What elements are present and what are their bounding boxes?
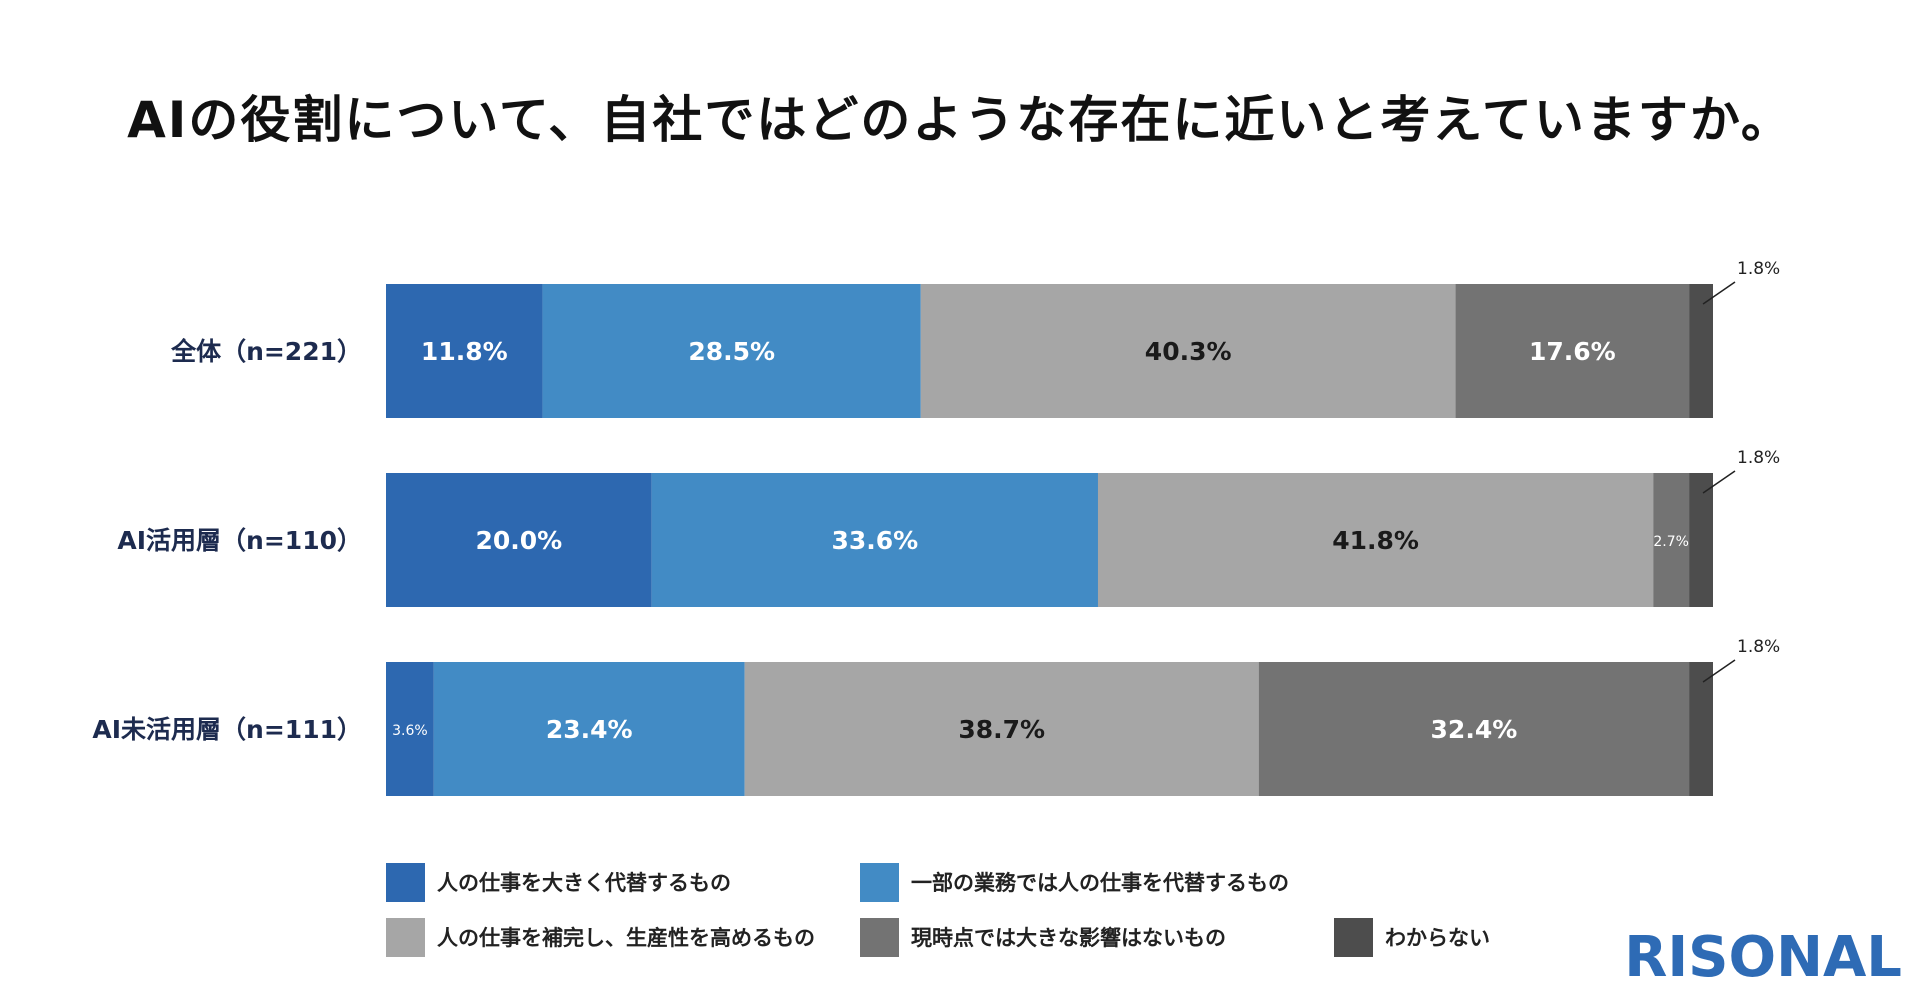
bar-segment <box>1455 284 1690 418</box>
risonal-logo: RISONAL <box>1624 925 1902 990</box>
data-label: 1.8% <box>1737 637 1780 657</box>
bar-segment <box>1653 473 1690 607</box>
bar-segment <box>744 662 1259 796</box>
bar-segment <box>1689 662 1713 796</box>
bar-segment <box>1689 284 1713 418</box>
legend-swatch <box>386 917 425 957</box>
bar-segment <box>920 284 1456 418</box>
legend-swatch <box>386 862 425 902</box>
legend-item: 一部の業務では人の仕事を代替するもの <box>860 862 1289 902</box>
chart-title: AIの役割について、自社ではどのような存在に近いと考えていますか。 <box>127 91 1793 149</box>
data-label: 3.6% <box>392 723 428 739</box>
data-label: 11.8% <box>421 337 508 366</box>
bar-segment <box>542 284 921 418</box>
callout-line <box>1702 470 1736 494</box>
chart-legend: 人の仕事を大きく代替するもの 一部の業務では人の仕事を代替するもの人の仕事を補完し… <box>386 862 1636 982</box>
legend-item: 人の仕事を大きく代替するもの <box>386 862 731 902</box>
legend-label: 人の仕事を補完し、生産性を高めるもの <box>437 926 815 950</box>
bar-segment <box>386 662 434 796</box>
callout-line <box>1702 281 1736 305</box>
legend-label: わからない <box>1385 926 1490 950</box>
bar-segment <box>1258 662 1690 796</box>
category-label: 全体（n=221） <box>170 337 362 366</box>
data-label: 20.0% <box>475 526 562 555</box>
category-label: AI活用層（n=110） <box>117 526 362 555</box>
legend-item: わからない <box>1334 917 1490 957</box>
legend-swatch <box>860 862 899 902</box>
bar-segment <box>1689 473 1713 607</box>
legend-label: 人の仕事を大きく代替するもの <box>437 871 731 895</box>
legend-swatch <box>1334 917 1373 957</box>
data-label: 2.7% <box>1653 534 1689 550</box>
legend-item: 現時点では大きな影響はないもの <box>860 917 1226 957</box>
data-label: 32.4% <box>1431 715 1518 744</box>
data-label: 40.3% <box>1145 337 1232 366</box>
callout-line <box>1702 659 1736 683</box>
data-label: 33.6% <box>831 526 918 555</box>
data-label: 38.7% <box>958 715 1045 744</box>
bar-segment <box>1097 473 1654 607</box>
category-label: AI未活用層（n=111） <box>92 715 362 744</box>
data-label: 1.8% <box>1737 259 1780 279</box>
bar-segment <box>433 662 745 796</box>
bar-segment <box>386 473 652 607</box>
data-label: 1.8% <box>1737 448 1780 468</box>
legend-item: 人の仕事を補完し、生産性を高めるもの <box>386 917 815 957</box>
data-label: 41.8% <box>1332 526 1419 555</box>
legend-label: 一部の業務では人の仕事を代替するもの <box>911 871 1289 895</box>
data-label: 23.4% <box>546 715 633 744</box>
legend-label: 現時点では大きな影響はないもの <box>911 926 1226 950</box>
data-label: 28.5% <box>688 337 775 366</box>
legend-swatch <box>860 917 899 957</box>
data-label: 17.6% <box>1529 337 1616 366</box>
bar-segment <box>651 473 1098 607</box>
bar-segment <box>386 284 543 418</box>
